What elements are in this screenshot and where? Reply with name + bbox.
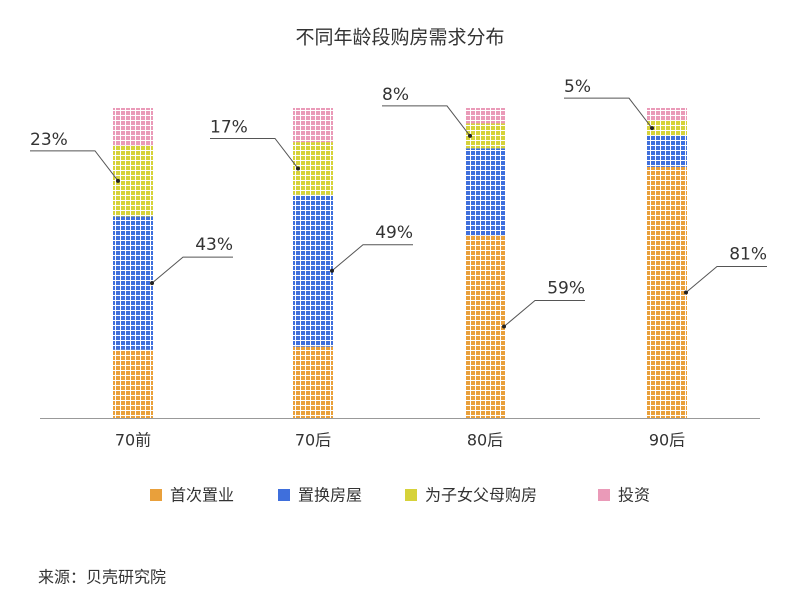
cell-texture	[113, 108, 153, 146]
leader-dot	[116, 178, 120, 183]
cell-texture	[465, 148, 505, 236]
cell-texture	[293, 108, 333, 143]
leader-dot	[330, 268, 334, 273]
leader-line	[30, 150, 119, 182]
chart-title: 不同年龄段购房需求分布	[295, 27, 504, 49]
leader-dot	[684, 290, 688, 295]
value-label: 23%	[30, 130, 68, 150]
leader-dot	[650, 126, 654, 131]
leader-dot	[296, 166, 300, 171]
source: 来源：贝壳研究院	[38, 568, 166, 587]
legend-swatch	[598, 489, 610, 501]
legend-swatch	[278, 489, 290, 501]
leader-line	[503, 300, 585, 327]
value-label: 17%	[210, 117, 248, 137]
legend-label: 投资	[618, 486, 650, 505]
value-label: 5%	[564, 77, 591, 97]
value-label: 8%	[382, 85, 409, 105]
leader-line	[210, 137, 299, 169]
leader-line	[331, 244, 413, 272]
cell-texture	[113, 216, 153, 350]
value-label: 43%	[195, 235, 233, 255]
legend-swatch	[150, 489, 162, 501]
cell-texture	[647, 108, 687, 121]
value-label: 49%	[375, 223, 413, 243]
leader-line	[151, 256, 233, 284]
cell-texture	[647, 135, 687, 167]
x-tick-label: 70后	[295, 431, 331, 450]
value-label: 81%	[729, 244, 767, 264]
value-label: 59%	[547, 279, 585, 299]
leader-line	[685, 265, 767, 293]
legend-swatch	[405, 489, 417, 501]
leader-line	[382, 105, 471, 137]
x-tick-label: 80后	[467, 431, 503, 450]
leader-line	[564, 97, 653, 129]
cell-texture	[647, 166, 687, 418]
cell-texture	[465, 235, 505, 418]
leader-dot	[502, 324, 506, 329]
cell-texture	[647, 120, 687, 136]
x-tick-label: 70前	[115, 431, 151, 450]
cell-texture	[293, 194, 333, 347]
cell-texture	[465, 108, 505, 124]
x-tick-label: 90后	[649, 431, 685, 450]
leader-dot	[150, 281, 154, 286]
legend-label: 为子女父母购房	[425, 486, 537, 505]
cell-texture	[293, 346, 333, 418]
legend-label: 置换房屋	[298, 486, 362, 505]
cell-texture	[113, 349, 153, 418]
leader-dot	[468, 133, 472, 138]
legend-label: 首次置业	[170, 486, 234, 505]
